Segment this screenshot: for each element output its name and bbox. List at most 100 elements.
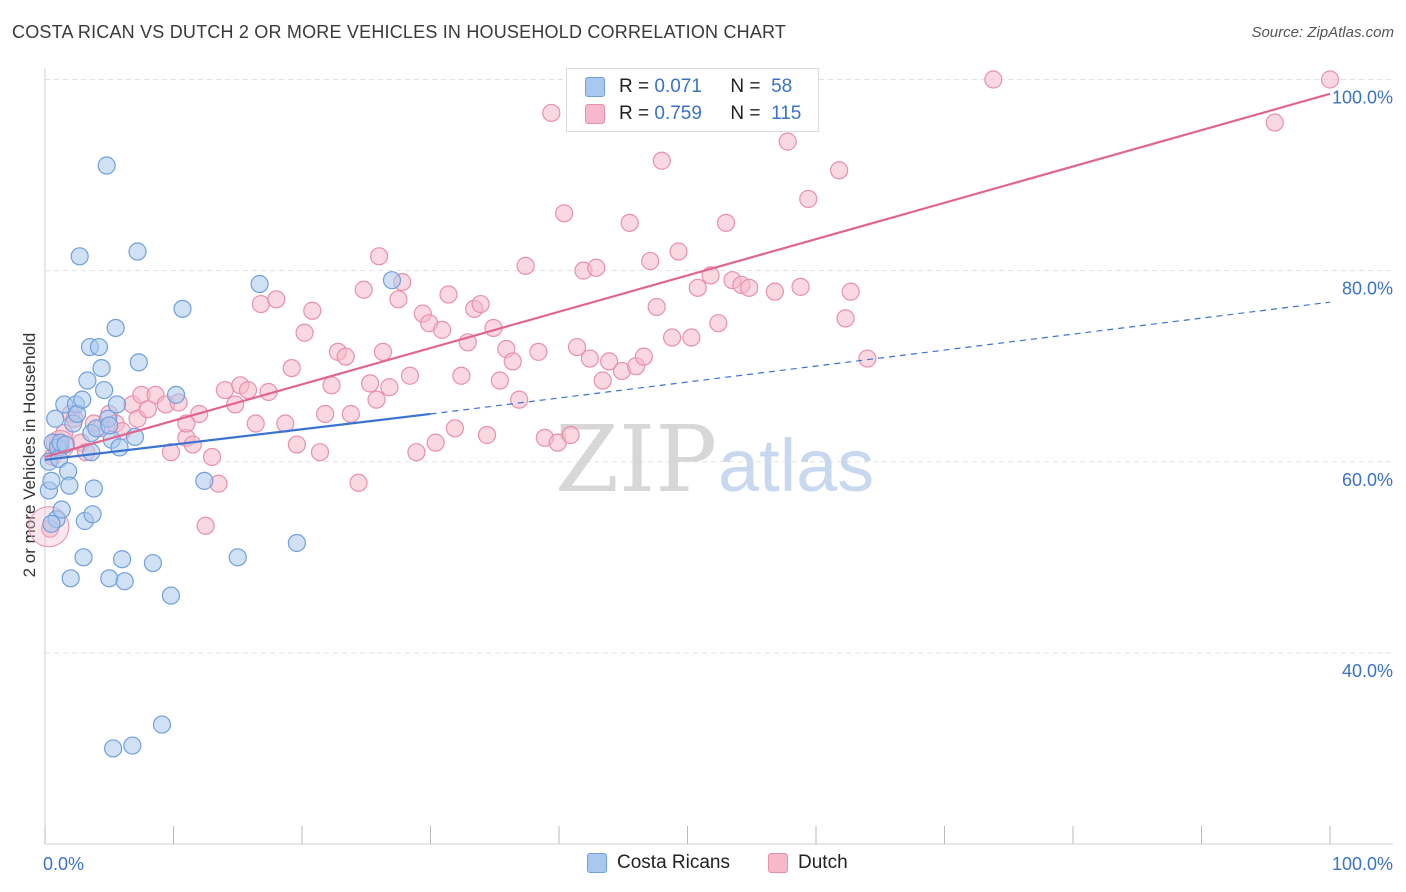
costa-rican-point (89, 337, 109, 357)
dutch-point (620, 213, 639, 232)
costa-rican-point (95, 380, 114, 400)
dutch-point (161, 443, 181, 462)
dutch-point (322, 376, 341, 395)
dutch-point (652, 151, 671, 170)
costa-rican-point (115, 572, 134, 591)
dutch-point (580, 349, 599, 368)
dutch-point (688, 278, 707, 297)
dutch-point (316, 404, 335, 424)
dutch-point (542, 103, 561, 123)
dutch-point (634, 347, 653, 366)
bottom-legend-costa-ricans: Costa Ricans (587, 852, 730, 874)
costa-rican-point (382, 271, 402, 290)
costa-rican-point (143, 553, 163, 573)
dutch-point (778, 132, 797, 151)
costa-rican-point (100, 416, 119, 435)
y-tick-label: 100.0% (1332, 88, 1393, 108)
costa-rican-point (112, 550, 132, 569)
costa-rican-point (42, 514, 61, 533)
costa-rican-point (46, 409, 65, 428)
costa-rican-point (97, 156, 116, 175)
dutch-point (799, 189, 818, 209)
costa-rican-point (78, 371, 97, 390)
y-tick-label: 80.0% (1342, 279, 1393, 299)
source-credit: Source: ZipAtlas.com (1251, 24, 1394, 41)
dutch-point (426, 433, 445, 452)
dutch-point (310, 443, 330, 462)
legend-n-label: N = (730, 103, 761, 124)
dutch-point (529, 342, 548, 361)
dutch-point (477, 425, 497, 445)
dutch-point (138, 400, 157, 419)
costa-rican-point (74, 548, 93, 567)
dutch-point (238, 380, 258, 400)
dutch-point (490, 371, 509, 390)
dutch-point (561, 425, 580, 445)
dutch-point (215, 380, 234, 400)
dutch-point (516, 256, 535, 275)
legend-r-label: R = (619, 76, 650, 97)
costa-rican-point (128, 242, 147, 261)
dutch-point (354, 280, 373, 299)
costa-rican-point (61, 569, 80, 588)
costa-rican-point (60, 476, 79, 495)
watermark: ZIP atlas (555, 406, 874, 513)
dutch-point (336, 347, 355, 366)
legend-row-costa-ricans: R = 0.071 N = 58 (585, 75, 792, 99)
costa-rican-point (104, 739, 123, 758)
dutch-point (246, 414, 265, 433)
dutch-point (471, 294, 490, 314)
legend-swatch-pink (585, 104, 605, 124)
dutch-point (432, 320, 452, 339)
costa-rican-point (166, 385, 186, 404)
bottom-legend-dutch: Dutch (768, 852, 848, 874)
bottom-legend-label: Dutch (798, 852, 848, 873)
stats-legend: R = 0.071 N = 58 R = 0.759 N = 115 (566, 68, 819, 132)
dutch-point (709, 314, 728, 333)
bottom-legend-swatch-blue (587, 853, 607, 873)
costa-rican-point (84, 479, 103, 498)
dutch-point (858, 349, 877, 368)
dutch-point (202, 447, 222, 467)
costa-rican-point (52, 500, 71, 519)
dutch-point (183, 435, 202, 454)
costa-rican-point (83, 505, 102, 524)
legend-n-value: 58 (771, 76, 793, 97)
dutch-point (349, 473, 368, 492)
dutch-point (295, 323, 314, 342)
costa-rican-point (129, 353, 148, 372)
dutch-point (407, 443, 426, 462)
costa-rican-point (161, 586, 181, 605)
dutch-point (196, 516, 215, 535)
dutch-point (641, 251, 660, 271)
legend-n-value: 115 (771, 103, 802, 124)
dutch-point (587, 258, 606, 277)
costa-rican-point (42, 471, 61, 490)
dutch-point (1265, 113, 1284, 132)
dutch-point (1320, 70, 1340, 89)
dutch-point (740, 278, 759, 297)
dutch-point (503, 352, 522, 371)
legend-r-value: 0.071 (654, 76, 702, 97)
costa-rican-point (152, 715, 172, 734)
costa-rican-point (73, 390, 92, 409)
dutch-point (251, 294, 270, 314)
costa-rican-trendline (44, 412, 431, 461)
dutch-point (226, 395, 245, 414)
dutch-point (282, 358, 301, 378)
dutch-point (600, 352, 619, 371)
costa-rican-point (107, 395, 127, 414)
dutch-point (400, 366, 420, 385)
dutch-point (647, 297, 666, 317)
dutch-point (791, 277, 810, 296)
costa-rican-point (123, 736, 142, 755)
dutch-point (593, 371, 612, 390)
dutch-point (830, 161, 849, 180)
legend-r-value: 0.759 (654, 103, 702, 124)
x-tick-label: 0.0% (43, 854, 84, 874)
costa-rican-point (110, 438, 129, 457)
dutch-point (765, 282, 784, 301)
dutch-point (303, 301, 322, 320)
dutch-point (716, 213, 736, 232)
